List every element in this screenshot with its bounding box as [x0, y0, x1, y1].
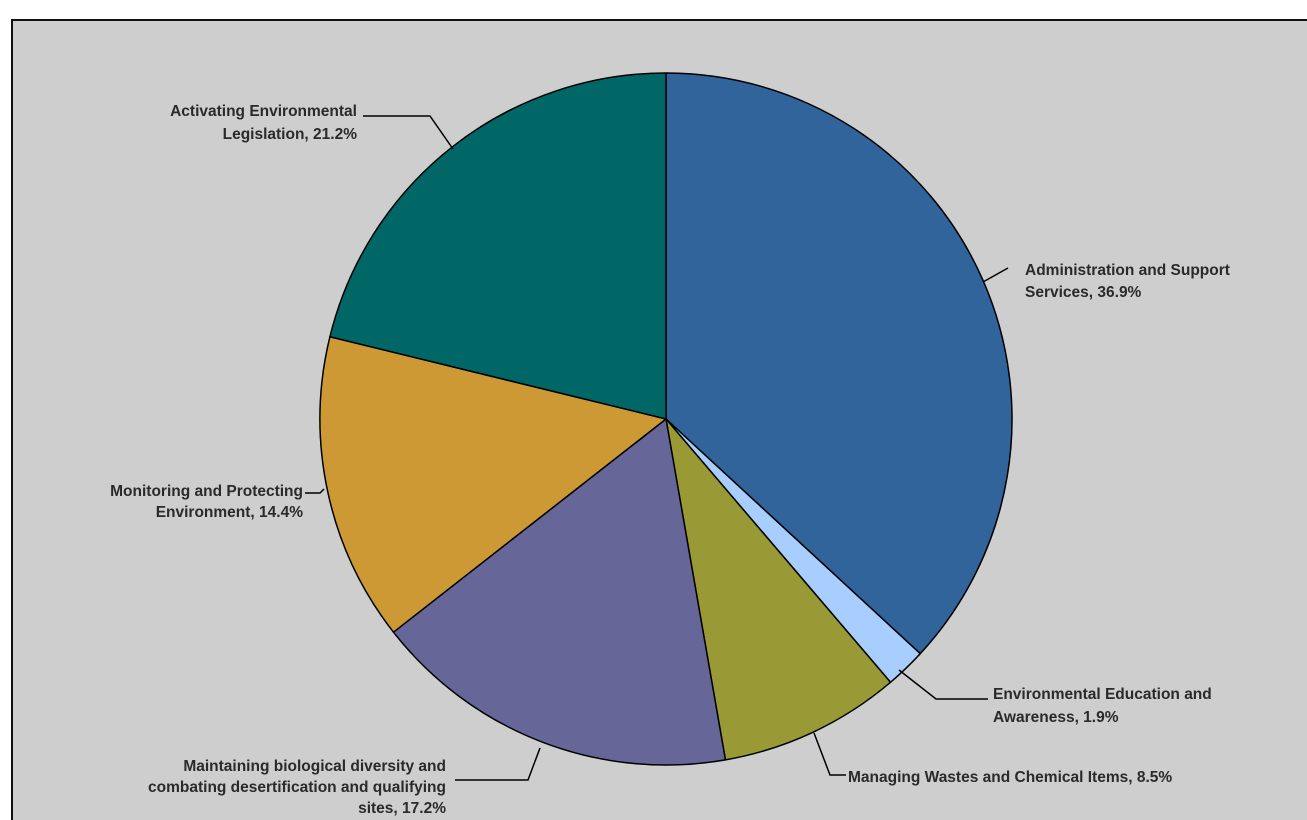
slice-label-5-line-1: Monitoring and Protecting [110, 483, 303, 500]
slice-label-2-line-2: Awareness, 1.9% [993, 709, 1119, 726]
slice-label-3-line-1: Managing Wastes and Chemical Items, 8.5% [848, 769, 1172, 786]
slice-label-4-line-1: Maintaining biological diversity and [183, 758, 446, 775]
slice-labels: Administration and Support Services, 36.9… [110, 103, 1230, 817]
pie-slice-4 [392, 418, 727, 766]
leader-line-3 [813, 732, 846, 776]
pie-slice-3 [665, 418, 892, 761]
leader-line-5 [305, 488, 325, 494]
slice-label-2-line-1: Environmental Education and [993, 686, 1212, 703]
leader-line-4 [455, 747, 541, 781]
slice-label-4-line-3: sites, 17.2% [358, 800, 446, 817]
slice-label-5-line-2: Environment, 14.4% [156, 504, 304, 521]
pie-slice-1 [665, 72, 1013, 655]
leader-line-1 [982, 267, 1009, 283]
pie-slice-6 [329, 72, 667, 420]
slice-label-4-line-2: combating desertification and qualifying [148, 779, 446, 796]
pie-slice-5 [319, 335, 667, 633]
leader-line-2 [898, 669, 988, 700]
slice-label-6-line-2: Legislation, 21.2% [223, 126, 358, 143]
leader-lines [305, 115, 1009, 781]
leader-line-6 [363, 115, 454, 150]
slice-label-6-line-1: Activating Environmental [170, 103, 357, 120]
slice-label-1-line-1: Administration and Support [1025, 262, 1230, 279]
pie-slices [319, 72, 1013, 766]
slice-label-1-line-2: Services, 36.9% [1025, 284, 1142, 301]
